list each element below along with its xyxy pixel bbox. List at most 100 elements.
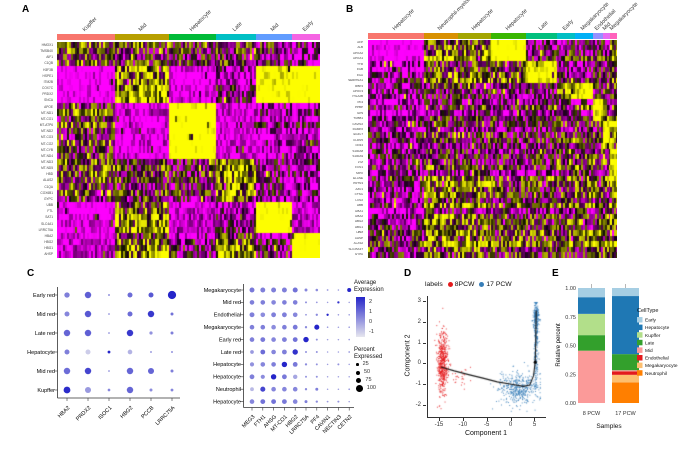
dotplot-dot	[271, 312, 276, 318]
dotplot-dot	[315, 351, 318, 353]
bar-legend-swatch-megakaryocyte	[637, 362, 643, 369]
dotplot-dot	[326, 326, 329, 328]
dotplot-dot	[108, 313, 110, 315]
x-tick	[534, 418, 536, 421]
y-tick-label: -2	[415, 401, 421, 408]
cluster-band-late	[526, 33, 557, 39]
bar-segment-early	[612, 288, 639, 297]
gene-row-label: FTL	[47, 209, 53, 214]
dotplot-dot	[84, 367, 92, 375]
stacked-bar-chart: Relative percent 1.00 0.75 0.50 0.25 0.00 8 PC…	[556, 284, 678, 430]
dotplot-dot	[337, 400, 340, 403]
gene-row-label: LRRC75A	[38, 227, 53, 232]
gene-row-label: HSPE1	[42, 73, 53, 78]
gene-row-label: CLDN5	[353, 137, 363, 142]
dotplot-dot	[249, 362, 255, 367]
gene-row-label: C1QA	[44, 184, 53, 189]
dotplot-ylabel: Late red	[221, 350, 241, 356]
dotplot-dot	[326, 313, 329, 316]
dotplot-gene-label: LRRC75A	[155, 405, 177, 427]
bar-ytick-label: 0.00	[565, 401, 576, 407]
gene-row-label: LCN2	[355, 197, 363, 202]
legend-percent-value: 100	[366, 385, 376, 392]
dotplot-dot	[348, 326, 350, 328]
dotplot-dot	[315, 313, 318, 316]
scatter-legend-dot	[447, 282, 453, 287]
bar-legend-swatch-kupffer	[637, 332, 643, 338]
dotplot-dot	[305, 351, 307, 353]
gene-row-label: HBA1	[355, 208, 363, 213]
dotplot-dot	[260, 324, 266, 330]
gene-row-label: HBA2	[355, 214, 363, 218]
dotplot-dot	[127, 311, 133, 317]
dotplot-dot	[170, 369, 174, 373]
dotplot-ylabel: Neutrophil	[216, 387, 241, 393]
dotplot-dot	[63, 386, 71, 394]
cluster-label-neutrophil-myeloid: Neutrophil-myeloid	[436, 0, 474, 33]
legend-expression-title: Average Expression	[354, 280, 384, 293]
gene-row-label: APOE	[44, 104, 53, 109]
panel-e-label: E	[552, 268, 559, 279]
heatmap-b-canvas	[368, 40, 617, 258]
scatter-legend-item-17PCW: 17 PCW	[479, 281, 512, 288]
dotplot-dot	[282, 324, 287, 330]
dotplot-dot	[149, 331, 153, 335]
dotplot-ylabel: Hepatocyte	[213, 362, 241, 368]
dotplot-dot	[326, 351, 329, 353]
dotplot-dot	[249, 337, 255, 342]
bar-segment-late	[612, 354, 639, 371]
cluster-label-late: Late	[231, 21, 244, 33]
dotplot-dot	[348, 388, 351, 391]
bar-segment-early	[578, 288, 605, 298]
scatter-ylabel: Component 2	[404, 334, 412, 377]
gene-row-label: UBB	[46, 203, 53, 208]
legend-gradient-bar	[356, 296, 365, 337]
y-tick	[423, 301, 426, 303]
dotplot-dot	[270, 374, 277, 380]
bar-legend-label: Megakaryocyte	[645, 363, 678, 369]
dotplot-dot	[170, 312, 174, 316]
gene-row-label: MT-ND2	[41, 129, 53, 134]
gene-row-label: HBG2	[354, 219, 363, 224]
gene-row-label: LYZ	[357, 159, 363, 164]
dotplot-left: Early red Mid red Late red Hepatocyte Mid re…	[27, 287, 180, 427]
heatmap-a-canvas	[57, 42, 320, 258]
dotplot-dot	[260, 349, 266, 355]
dotplot-dot	[337, 301, 340, 304]
gene-row-label: HBB	[356, 203, 363, 208]
panel-b-label: B	[346, 4, 354, 15]
dotplot-dot	[63, 329, 71, 337]
bar-segment-kupffer	[578, 313, 605, 336]
gene-row-label: SLC25A37	[348, 246, 363, 251]
heatmap-a-row-labels: HMOX1 TMSB4X AIF1 C1QB H3F3B HSPE1 ITM2B COX7C P…	[18, 42, 56, 258]
dotplot-dot	[260, 374, 265, 379]
dotplot-dot	[305, 313, 307, 316]
cluster-label-hepatocyte: Hepatocyte	[391, 8, 416, 33]
cluster-band-mid	[115, 34, 170, 40]
bar-legend-swatch-mid	[637, 347, 643, 353]
dotplot-dot	[315, 363, 318, 366]
gene-row-label: RBP4	[355, 83, 363, 88]
cluster-label-early: Early	[561, 18, 575, 32]
gene-row-label: AHSP	[354, 235, 363, 240]
gene-row-label: FGA	[356, 72, 363, 77]
gene-row-label: CAVIN2	[352, 121, 363, 126]
dotplot-dot	[147, 310, 155, 318]
dotplot-dot	[127, 349, 133, 355]
dotplot-dot	[326, 301, 329, 304]
cluster-label-hepatocyte: Hepatocyte	[504, 8, 529, 33]
gene-row-label: ITM2B	[43, 79, 53, 84]
dotplot-dot	[249, 399, 255, 404]
scatter-legend-label: 17 PCW	[486, 281, 512, 288]
cluster-band-megakaryocyte	[574, 33, 593, 39]
gene-row-label: H3F3B	[43, 67, 53, 72]
dotplot-dot	[148, 292, 154, 298]
dotplot-dot	[260, 287, 266, 293]
gene-row-label: MT-ND3	[41, 159, 53, 164]
gene-row-label: PRDX2	[42, 92, 53, 97]
cluster-band-neutrophil-myeloid	[424, 33, 459, 39]
legend-percent-row: 100	[356, 385, 409, 393]
bar-segment-hepatocyte	[578, 297, 605, 314]
scatter-legend-dot	[479, 282, 485, 287]
gene-row-label: MT-CO3	[40, 135, 53, 140]
